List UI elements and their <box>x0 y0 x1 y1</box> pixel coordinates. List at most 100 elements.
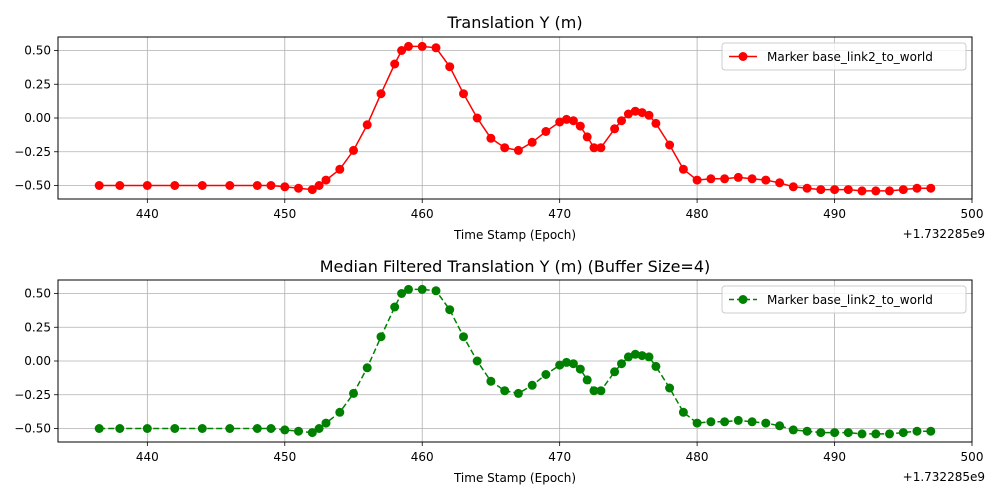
data-point <box>912 183 922 193</box>
y-tick-label: 0.50 <box>24 287 51 301</box>
data-point <box>349 388 358 398</box>
data-point <box>94 181 104 190</box>
data-point <box>775 178 785 188</box>
data-point <box>692 175 702 185</box>
data-point <box>307 428 317 438</box>
data-point <box>142 424 152 433</box>
data-point <box>830 428 840 438</box>
x-axis-label: Time Stamp (Epoch) <box>453 471 576 485</box>
data-point <box>252 424 262 433</box>
legend: Marker base_link2_to_world <box>721 42 967 71</box>
data-point <box>871 186 881 196</box>
data-point <box>280 425 290 435</box>
data-point <box>321 418 331 428</box>
x-tick-label: 490 <box>823 207 846 221</box>
x-offset-label: +1.732285e9 <box>903 227 985 241</box>
data-point <box>637 351 647 361</box>
data-point <box>761 175 771 185</box>
data-point <box>610 124 620 134</box>
data-point <box>321 175 331 185</box>
data-point <box>637 108 647 118</box>
data-point <box>459 332 468 342</box>
data-point <box>404 41 413 51</box>
x-tick-label: 470 <box>548 207 571 221</box>
data-point <box>706 417 716 427</box>
data-point <box>555 360 565 370</box>
y-tick-label: 0.00 <box>24 354 51 368</box>
data-point <box>589 143 599 153</box>
data-point <box>678 164 688 174</box>
data-point <box>788 425 798 435</box>
x-tick-label: 480 <box>686 207 709 221</box>
x-ticks: 440 450 460 470 480 490 500 <box>136 199 984 221</box>
legend-marker <box>738 295 748 304</box>
data-point <box>417 284 427 294</box>
data-point <box>898 185 908 195</box>
data-point <box>513 145 523 155</box>
data-point <box>472 113 482 123</box>
legend-marker <box>738 52 748 61</box>
data-point <box>720 174 730 184</box>
data-point <box>94 424 104 433</box>
data-point <box>610 367 620 377</box>
legend-label: Marker base_link2_to_world <box>767 293 933 307</box>
data-point <box>568 359 578 369</box>
x-offset-label: +1.732285e9 <box>903 470 985 484</box>
data-point <box>843 428 853 438</box>
data-point <box>644 110 654 120</box>
x-ticks: 440 450 460 470 480 490 500 <box>136 442 983 464</box>
data-point <box>871 429 881 439</box>
data-point <box>885 186 894 196</box>
legend-box <box>721 285 967 314</box>
data-point <box>562 357 571 367</box>
data-point <box>142 181 152 190</box>
data-point <box>630 349 640 359</box>
data-point <box>376 332 386 342</box>
data-point <box>830 185 840 195</box>
x-tick-label: 500 <box>961 207 984 221</box>
data-point <box>335 164 345 174</box>
data-point <box>802 426 812 436</box>
series-layer <box>94 284 936 439</box>
data-point <box>630 106 640 116</box>
x-tick-label: 450 <box>273 207 296 221</box>
data-point <box>788 182 798 192</box>
data-point <box>733 172 743 182</box>
data-point <box>720 417 730 427</box>
data-point <box>651 361 661 371</box>
data-point <box>431 43 441 53</box>
data-point <box>397 289 407 298</box>
x-tick-label: 440 <box>136 450 159 464</box>
data-point <box>926 183 936 193</box>
data-point <box>431 286 441 296</box>
data-point <box>885 429 894 439</box>
chart-title: Median Filtered Translation Y (m) (Buffe… <box>320 257 710 276</box>
data-point <box>568 116 578 126</box>
data-point <box>912 426 922 436</box>
data-point <box>596 143 606 153</box>
data-point <box>314 424 324 433</box>
legend-box <box>721 42 967 71</box>
data-point <box>761 418 771 428</box>
data-point <box>390 302 400 312</box>
chart-title: Translation Y (m) <box>446 13 582 32</box>
data-point <box>747 174 757 184</box>
data-point <box>280 182 290 192</box>
data-point <box>623 109 633 119</box>
data-point <box>623 352 633 362</box>
x-tick-label: 460 <box>411 450 434 464</box>
subplot-translation-y: Translation Y (m) 440 450 460 470 480 490 500 … <box>14 13 985 242</box>
data-point <box>898 428 908 438</box>
data-point <box>926 426 936 436</box>
y-ticks: −0.50 −0.25 0.00 0.25 0.50 <box>14 287 58 436</box>
data-point <box>665 140 675 150</box>
data-point <box>335 407 345 417</box>
data-point <box>225 181 235 190</box>
data-point <box>513 388 523 398</box>
data-point <box>527 380 537 390</box>
x-tick-label: 480 <box>686 450 709 464</box>
y-tick-label: −0.25 <box>14 388 51 402</box>
data-point <box>644 352 654 362</box>
data-point <box>575 364 585 374</box>
